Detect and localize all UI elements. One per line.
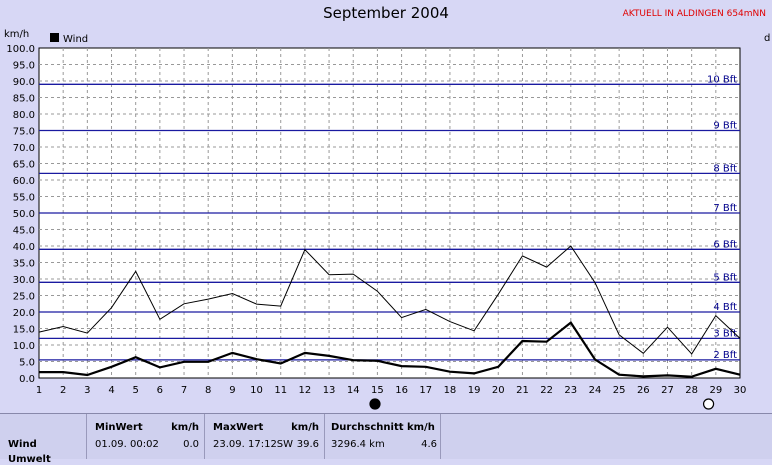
- y-tick-label: 65.0: [13, 160, 35, 171]
- y-tick-label: 60.0: [13, 176, 35, 187]
- y-tick-label: 10.0: [13, 341, 35, 352]
- wind-chart: 2 Bft 3 Bft 4 Bft 5 Bft 6 Bft 7 Bft 8 Bft 9 Bft…: [4, 29, 770, 410]
- new-moon-icon: [369, 398, 381, 410]
- x-tick-label: 21: [516, 385, 529, 396]
- y-tick-label: 85.0: [13, 94, 35, 105]
- y-tick-label: 75.0: [13, 127, 35, 138]
- x-tick-label: 2: [60, 385, 66, 396]
- x-tick-label: 19: [468, 385, 481, 396]
- x-tick-label: 14: [347, 385, 360, 396]
- beaufort-lines: 2 Bft 3 Bft 4 Bft 5 Bft 6 Bft 7 Bft 8 Bft 9 Bft…: [39, 74, 740, 361]
- legend-swatch: [50, 33, 59, 42]
- y-tick-label: 45.0: [13, 226, 35, 237]
- beaufort-label: 7 Bft: [713, 203, 737, 214]
- y-tick-label: 100.0: [6, 44, 35, 55]
- x-tick-label: 23: [564, 385, 577, 396]
- beaufort-label: 8 Bft: [713, 163, 737, 174]
- station-subtitle: AKTUELL IN ALDINGEN 654mNN: [622, 9, 766, 19]
- x-tick-label: 9: [229, 385, 235, 396]
- y-tick-label: 95.0: [13, 61, 35, 72]
- stats-row-label: Wind: [8, 439, 37, 450]
- min-value: 0.0: [183, 439, 199, 450]
- beaufort-label: 2 Bft: [713, 350, 737, 361]
- beaufort-label: 9 Bft: [713, 121, 737, 132]
- y-tick-label: 15.0: [13, 325, 35, 336]
- series-gust-line: [38, 245, 741, 355]
- x-tick-label: 15: [371, 385, 384, 396]
- x-tick-label: 28: [685, 385, 698, 396]
- y-tick-label: 5.0: [19, 358, 35, 369]
- y-tick-label: 70.0: [13, 143, 35, 154]
- series-wind-line: [39, 320, 741, 378]
- x-tick-label: 27: [661, 385, 674, 396]
- moon-markers: [369, 398, 715, 410]
- y-ticks: 0.0 5.0 10.0 15.0 20.0 25.0 30.0 35.0 40.0 45.0 50…: [6, 44, 35, 385]
- max-unit: km/h: [291, 422, 319, 433]
- avg-header: Durchschnitt km/h: [331, 422, 435, 433]
- x-tick-label: 10: [250, 385, 263, 396]
- x-tick-label: 13: [323, 385, 336, 396]
- min-header: MinWert: [95, 422, 143, 433]
- avg-distance: 3296.4 km: [331, 439, 385, 450]
- stats-empty-cell: [440, 414, 772, 459]
- beaufort-label: 10 Bft: [707, 74, 737, 85]
- x-tick-label: 8: [205, 385, 211, 396]
- x-tick-label: 5: [133, 385, 139, 396]
- stats-avg-cell: Durchschnitt km/h 3296.4 km 4.6: [324, 414, 441, 459]
- beaufort-label: 5 Bft: [713, 272, 737, 283]
- y-tick-label: 35.0: [13, 259, 35, 270]
- beaufort-label: 4 Bft: [713, 302, 737, 313]
- y-tick-label: 40.0: [13, 242, 35, 253]
- grid: [39, 48, 740, 378]
- y-tick-label: 80.0: [13, 110, 35, 121]
- x-tick-label: 12: [299, 385, 312, 396]
- x-tick-label: 25: [613, 385, 626, 396]
- min-when: 01.09. 00:02: [95, 439, 159, 450]
- x-tick-label: 29: [709, 385, 722, 396]
- beaufort-label: 3 Bft: [713, 328, 737, 339]
- max-header: MaxWert: [213, 422, 264, 433]
- x-tick-label: 18: [444, 385, 457, 396]
- min-unit: km/h: [171, 422, 199, 433]
- x-tick-label: 11: [274, 385, 287, 396]
- legend-label: Wind: [63, 34, 88, 45]
- y-tick-label: 20.0: [13, 308, 35, 319]
- y-tick-label: 50.0: [13, 209, 35, 220]
- beaufort-label: 6 Bft: [713, 239, 737, 250]
- x-tick-label: 4: [108, 385, 114, 396]
- stats-row-label-next: Umwelt: [8, 454, 51, 465]
- avg-value: 4.6: [421, 439, 437, 450]
- x-tick-label: 30: [734, 385, 747, 396]
- stats-panel: Wind Umwelt MinWert km/h 01.09. 00:02 0.…: [0, 413, 772, 465]
- right-unit-label: d: [764, 33, 770, 44]
- y-tick-label: 30.0: [13, 275, 35, 286]
- x-ticks: 1 2 3 4 5 6 7 8 9 10 11 12 13 14 15 16 17 18 19 20 21 22 23 24 2…: [36, 385, 747, 396]
- x-tick-label: 22: [540, 385, 553, 396]
- max-value: 39.6: [296, 439, 319, 450]
- chart-title: September 2004: [323, 4, 449, 22]
- x-tick-label: 24: [589, 385, 602, 396]
- x-tick-label: 26: [637, 385, 650, 396]
- x-tick-label: 3: [84, 385, 90, 396]
- stats-min-cell: MinWert km/h 01.09. 00:02 0.0: [86, 414, 205, 459]
- y-tick-label: 25.0: [13, 292, 35, 303]
- y-tick-label: 0.0: [19, 374, 35, 385]
- x-tick-label: 1: [36, 385, 42, 396]
- y-unit-label: km/h: [4, 29, 29, 40]
- x-tick-label: 16: [395, 385, 408, 396]
- x-tick-label: 6: [157, 385, 163, 396]
- max-when: 23.09. 17:12SW: [213, 439, 294, 450]
- stats-row-label-cell: Wind Umwelt: [0, 414, 86, 465]
- y-tick-label: 90.0: [13, 77, 35, 88]
- full-moon-icon: [702, 398, 715, 410]
- y-tick-label: 55.0: [13, 193, 35, 204]
- stats-max-cell: MaxWert km/h 23.09. 17:12SW 39.6: [204, 414, 325, 459]
- x-tick-label: 20: [492, 385, 505, 396]
- x-tick-label: 17: [419, 385, 432, 396]
- x-tick-label: 7: [181, 385, 187, 396]
